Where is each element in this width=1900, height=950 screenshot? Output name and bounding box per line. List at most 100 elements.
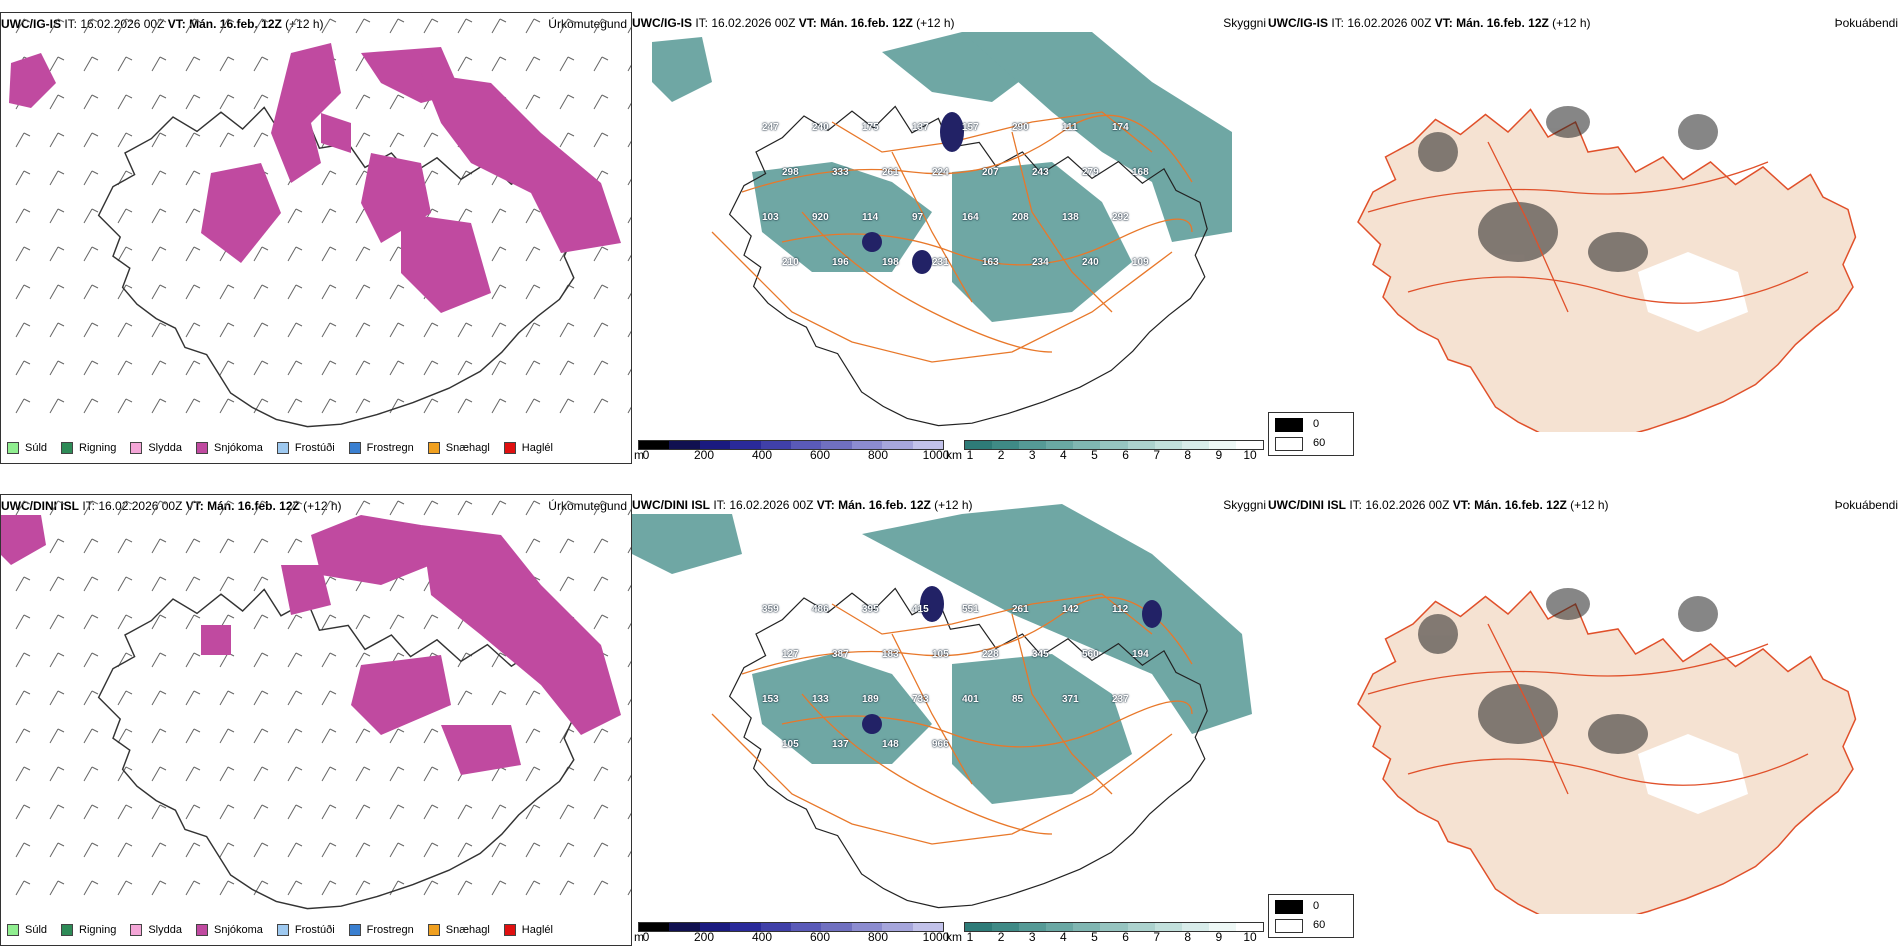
colorbar-tick: 7 [1153,930,1160,944]
road-network [711,593,1193,845]
legend-item: Snjókoma [195,442,263,454]
glacier-areas [1638,252,1748,332]
colorbar-tick: 2 [997,930,1005,944]
fog-high-label: 60 [1313,437,1326,449]
precip-legend: Súld Rigning Slydda Snjókoma Frostúði Frostre… [7,921,553,939]
ceiling-label: 371 [1062,694,1079,705]
colorbar-tick: 1000 [922,930,950,944]
colorbar-tick: 6 [1122,448,1129,462]
ceiling-label: 401 [962,694,979,705]
height-unit: m [634,448,644,462]
fog-index-areas [1418,106,1718,272]
ceiling-label: 387 [832,649,849,660]
colorbar-tick: 1 [966,448,974,462]
colorbar-tick: 4 [1059,448,1067,462]
snow-areas [9,43,621,313]
ceiling-label: 207 [982,167,999,178]
panel-title: Skyggni [1223,498,1266,512]
legend-label: Snæhagl [445,924,490,936]
ceiling-label: 551 [962,604,979,615]
visibility-unit: km [946,448,962,462]
precip-map [9,18,631,428]
ceiling-label: 231 [932,257,949,268]
ceiling-label: 97 [912,212,924,223]
ceiling-label: 395 [862,604,879,615]
legend-label: Frostregn [366,442,414,454]
colorbar-tick: 200 [693,930,715,944]
ceiling-label: 966 [932,739,949,750]
ceiling-label: 85 [1012,694,1024,705]
legend-swatch [503,442,516,454]
ceiling-label: 153 [762,694,779,705]
colorbar-tick: 800 [867,448,889,462]
legend-item: Haglél [503,442,553,454]
panel-title: Skyggni [1223,16,1266,30]
legend-item: Rigning [61,924,116,936]
ceiling-label: 137 [832,739,849,750]
ceiling-label: 210 [782,257,799,268]
ceiling-label: 240 [812,122,829,133]
legend-swatch [348,442,361,454]
legend-item: Frostúði [276,442,335,454]
ceiling-label: 168 [1132,167,1149,178]
legend-label: Frostúði [294,924,335,936]
precip-type-panel-bottom: UWC/DINI ISL IT: 16.02.2026 00Z VT: Mán.… [0,494,632,946]
colorbar-tick: 10 [1243,448,1257,462]
ceiling-label: 138 [1062,212,1079,223]
legend-label: Rigning [79,442,117,454]
panel-header: UWC/DINI ISL IT: 16.02.2026 00Z VT: Mán.… [1268,498,1609,512]
legend-item: Frostregn [348,442,414,454]
legend-swatch [7,924,19,936]
panel-title: Þokuábendi [1834,498,1898,512]
colorbar-tick: 2 [997,448,1005,462]
ceiling-label: 243 [1032,167,1049,178]
road-network [711,111,1193,363]
legend-swatch [427,442,440,454]
ceiling-label: 290 [1012,122,1029,133]
legend-item: Súld [7,442,47,454]
colorbar-tick: 200 [693,448,715,462]
glacier-areas [1638,734,1748,814]
panel-header: UWC/IG-IS IT: 16.02.2026 00Z VT: Mán. 16… [632,16,955,30]
colorbar-tick: 4 [1059,930,1067,944]
legend-label: Súld [25,442,48,454]
low-visibility-areas [652,32,1232,322]
panel-header: UWC/IG-IS IT: 16.02.2026 00Z VT: Mán. 16… [1,17,324,31]
colorbar-tick: 5 [1091,448,1098,462]
colorbar-tick: 6 [1122,930,1129,944]
ceiling-label: 164 [962,212,979,223]
legend-swatch [130,442,143,454]
legend-swatch [503,924,516,936]
fog-index-areas [1418,588,1718,754]
colorbar-tick: 5 [1091,930,1098,944]
ceiling-label: 240 [1082,257,1099,268]
colorbar-tick: 7 [1153,448,1160,462]
ceiling-label: 333 [832,167,849,178]
legend-swatch [195,924,208,936]
ceiling-label: 175 [862,122,879,133]
legend-item: Haglél [503,924,553,936]
colorbar-tick: 10 [1243,930,1257,944]
ceiling-label: 105 [782,739,799,750]
legend-swatch [61,924,74,936]
height-colorbar [638,922,944,932]
ceiling-label: 112 [1112,604,1129,615]
fog-swatch-high [1275,437,1303,451]
visibility-colorbar [964,922,1264,932]
ceiling-label: 359 [762,604,779,615]
fog-swatch-low [1275,900,1303,914]
legend-swatch [130,924,143,936]
legend-item: Frostúði [276,924,335,936]
ceiling-label: 237 [1112,694,1129,705]
visibility-unit: km [946,930,962,944]
fog-swatch-low [1275,418,1303,432]
fog-low-label: 0 [1313,418,1320,430]
colorbar-tick: 3 [1028,930,1036,944]
ceiling-label: 196 [832,257,849,268]
legend-label: Frostúði [294,442,335,454]
legend-swatch [276,442,289,454]
colorbar-tick: 8 [1184,930,1192,944]
legend-label: Haglél [521,924,553,936]
cloud-map [632,504,1252,909]
colorbar-tick: 400 [751,448,773,462]
